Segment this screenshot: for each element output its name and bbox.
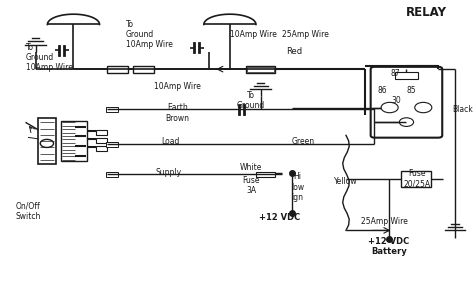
Text: Supply: Supply <box>155 168 182 177</box>
Text: Black: Black <box>452 105 473 114</box>
Text: 25Amp Wire: 25Amp Wire <box>361 217 407 226</box>
Text: 86: 86 <box>377 86 387 95</box>
Text: Green: Green <box>292 137 315 146</box>
Text: RELAY: RELAY <box>406 6 447 20</box>
Bar <box>256 172 275 177</box>
Bar <box>96 146 107 151</box>
Bar <box>96 138 107 143</box>
Bar <box>106 142 118 147</box>
Bar <box>106 107 118 112</box>
Text: Load: Load <box>162 137 180 146</box>
Bar <box>247 67 274 72</box>
Bar <box>133 66 154 73</box>
Bar <box>106 172 118 177</box>
Text: Hi
low
ign: Hi low ign <box>291 172 304 202</box>
Bar <box>246 66 275 73</box>
Text: Yellow: Yellow <box>334 177 358 186</box>
Bar <box>61 121 87 161</box>
Bar <box>401 171 431 187</box>
Text: Fuse
20/25A: Fuse 20/25A <box>403 169 431 188</box>
Text: 25Amp Wire: 25Amp Wire <box>283 30 329 39</box>
Text: To
Ground
10Amp Wire: To Ground 10Amp Wire <box>26 43 73 73</box>
Bar <box>38 118 56 164</box>
Text: +12 VDC: +12 VDC <box>259 213 301 222</box>
Text: To
Ground: To Ground <box>237 91 265 111</box>
Bar <box>394 72 419 79</box>
Text: Brown: Brown <box>166 113 190 123</box>
Text: Fuse
3A: Fuse 3A <box>243 176 260 196</box>
Text: To
Ground
10Amp Wire: To Ground 10Amp Wire <box>126 20 173 50</box>
Text: Red: Red <box>286 47 302 56</box>
Bar <box>107 66 128 73</box>
Text: Earth: Earth <box>167 103 188 113</box>
Text: 10Amp Wire: 10Amp Wire <box>230 30 277 39</box>
Text: 87: 87 <box>391 69 401 78</box>
Text: On/Off
Switch: On/Off Switch <box>16 202 41 221</box>
FancyBboxPatch shape <box>371 67 442 138</box>
Text: +12 VDC
Battery: +12 VDC Battery <box>368 236 410 256</box>
Bar <box>96 130 107 135</box>
Text: 30: 30 <box>391 96 401 105</box>
Text: 85: 85 <box>406 86 416 95</box>
Text: 10Amp Wire: 10Amp Wire <box>155 82 201 91</box>
Text: White: White <box>240 162 263 172</box>
